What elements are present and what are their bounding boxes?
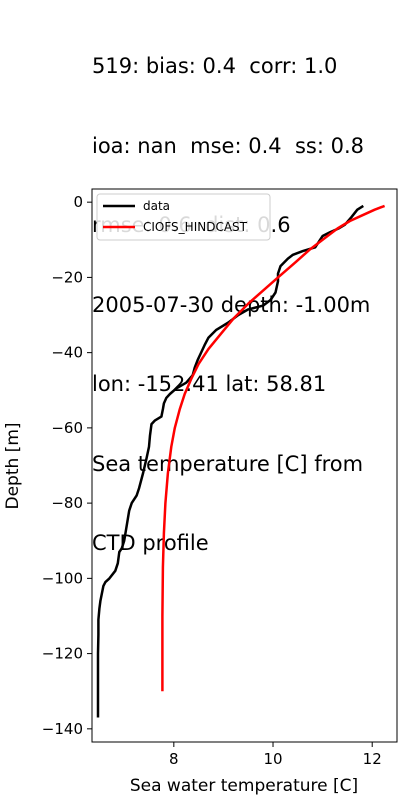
ticks-layer: 8 10 12 0 −20 −40 −60 −80 −100 −120 −140 [42, 193, 382, 768]
x-axis-label: Sea water temperature [C] [130, 776, 358, 796]
y-tick-label: −140 [42, 720, 83, 738]
title-line-2: ioa: nan mse: 0.4 ss: 0.8 [92, 133, 364, 158]
legend-box [96, 193, 271, 241]
title-line-1: 519: bias: 0.4 corr: 1.0 [92, 54, 338, 78]
title-line-4: 2005-07-30 depth: -1.00m [92, 292, 371, 317]
y-tick-label: −100 [42, 569, 83, 587]
legend-label-data: data [143, 199, 170, 213]
series-layer [96, 204, 386, 718]
title-line-6: Sea temperature [C] from [92, 451, 364, 476]
y-tick-label: −40 [51, 344, 83, 362]
y-axis-label: Depth [m] [3, 422, 23, 509]
plot-frame [91, 188, 398, 743]
y-tick-label: −120 [42, 645, 83, 663]
legend: data CIOFS_HINDCAST [96, 193, 271, 241]
legend-label-ciofs-hindcast: CIOFS_HINDCAST [143, 220, 248, 234]
y-tick-label: −80 [51, 494, 83, 512]
title-line-7: CTD profile [92, 531, 209, 555]
y-tick-label: 0 [73, 193, 83, 211]
x-tick-label: 8 [169, 750, 179, 768]
title-line-5: lon: -152.41 lat: 58.81 [92, 372, 327, 396]
series-line-ciofs-hindcast [161, 204, 386, 692]
series-line-data [96, 204, 364, 718]
y-tick-label: −60 [51, 419, 83, 437]
x-tick-label: 12 [363, 750, 382, 768]
x-tick-label: 10 [263, 750, 282, 768]
y-tick-label: −20 [51, 268, 83, 286]
